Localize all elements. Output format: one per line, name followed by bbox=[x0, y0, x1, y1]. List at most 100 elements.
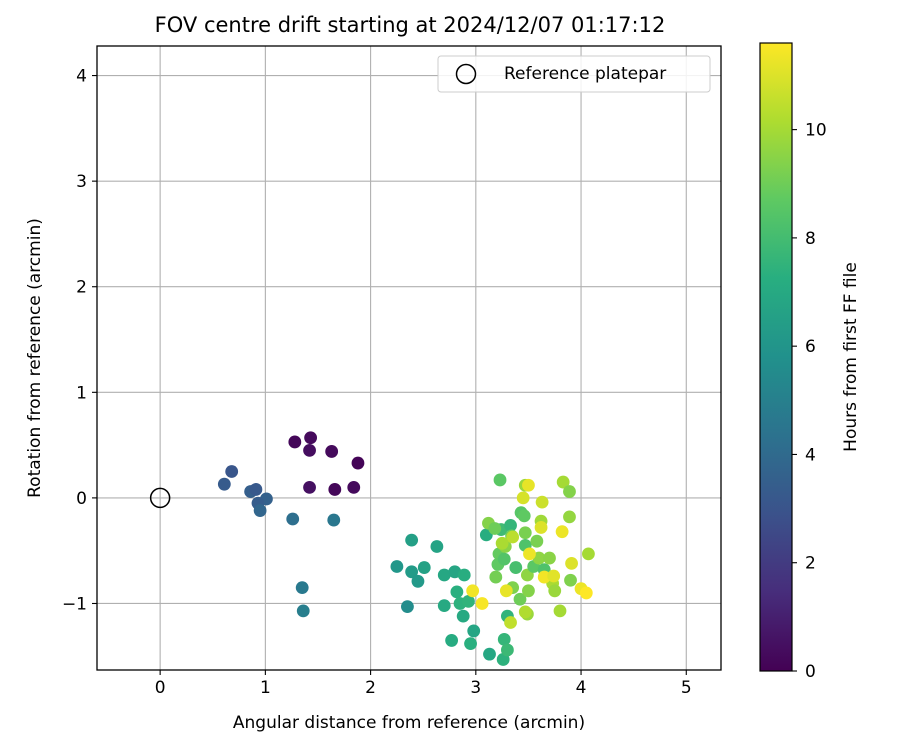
legend-marker-icon bbox=[455, 63, 477, 85]
x-tick-label-0: 0 bbox=[155, 678, 166, 698]
data-point-6 bbox=[328, 483, 342, 496]
data-point-0 bbox=[288, 435, 302, 449]
data-point-52 bbox=[497, 552, 511, 566]
data-point-11 bbox=[249, 483, 263, 496]
legend-entry-reference: Reference platepar bbox=[504, 64, 666, 84]
data-points bbox=[217, 431, 595, 666]
data-point-21 bbox=[405, 533, 419, 547]
data-point-32 bbox=[457, 568, 471, 582]
data-point-9 bbox=[217, 477, 231, 491]
data-point-18 bbox=[296, 604, 310, 618]
colorbar-tick-label-2: 4 bbox=[805, 445, 816, 465]
legend-box bbox=[437, 55, 711, 93]
data-point-27 bbox=[437, 599, 451, 612]
data-point-30 bbox=[450, 585, 464, 599]
data-point-25 bbox=[430, 540, 444, 553]
data-point-20 bbox=[390, 560, 404, 573]
data-point-89 bbox=[547, 569, 561, 583]
colorbar-ticks: 0 2 4 6 8 10 bbox=[792, 121, 827, 682]
y-axis-ticks: −1 0 1 2 3 4 bbox=[62, 67, 97, 614]
data-point-40 bbox=[500, 643, 514, 657]
data-point-65 bbox=[504, 616, 517, 629]
x-axis-label: Angular distance from reference (arcmin) bbox=[233, 713, 585, 733]
x-tick-label-5: 5 bbox=[681, 678, 692, 698]
data-point-23 bbox=[411, 574, 425, 588]
data-point-1 bbox=[304, 431, 318, 445]
data-point-90 bbox=[499, 584, 513, 598]
data-point-39 bbox=[497, 632, 511, 646]
x-tick-label-1: 1 bbox=[260, 678, 271, 698]
data-point-73 bbox=[548, 584, 562, 598]
data-point-83 bbox=[535, 495, 549, 509]
x-tick-label-3: 3 bbox=[470, 678, 481, 698]
data-point-95 bbox=[506, 530, 520, 544]
data-point-19 bbox=[401, 600, 414, 614]
y-tick-label-3: 2 bbox=[76, 278, 87, 298]
x-tick-label-2: 2 bbox=[365, 678, 376, 698]
data-point-45 bbox=[493, 473, 507, 487]
chart-title: FOV centre drift starting at 2024/12/07 … bbox=[155, 13, 666, 37]
data-point-34 bbox=[462, 594, 475, 608]
y-tick-label-2: 1 bbox=[76, 383, 87, 403]
grid-lines bbox=[97, 46, 721, 670]
reference-point bbox=[149, 487, 171, 509]
reference-platepar-marker bbox=[149, 487, 171, 509]
data-point-55 bbox=[509, 561, 523, 574]
data-point-79 bbox=[582, 547, 595, 561]
data-point-87 bbox=[565, 556, 578, 570]
x-tick-label-4: 4 bbox=[576, 678, 587, 698]
data-point-16 bbox=[327, 513, 341, 527]
data-point-64 bbox=[518, 605, 532, 619]
data-point-82 bbox=[522, 478, 535, 492]
data-point-17 bbox=[295, 581, 309, 595]
data-point-49 bbox=[489, 570, 503, 584]
data-point-77 bbox=[563, 510, 576, 524]
y-axis-label: Rotation from reference (arcmin) bbox=[25, 218, 45, 498]
data-point-33 bbox=[456, 609, 470, 623]
y-tick-label-5: 4 bbox=[76, 67, 87, 87]
data-point-92 bbox=[475, 597, 489, 610]
data-point-26 bbox=[437, 568, 451, 582]
data-point-2 bbox=[303, 443, 316, 457]
colorbar: 0 2 4 6 8 10 Hours from first FF file bbox=[759, 42, 861, 682]
data-point-44 bbox=[504, 518, 517, 532]
data-point-71 bbox=[543, 551, 556, 565]
data-point-3 bbox=[325, 445, 339, 458]
data-point-7 bbox=[347, 480, 361, 494]
data-point-85 bbox=[534, 521, 548, 534]
y-tick-label-0: −1 bbox=[62, 594, 87, 614]
data-point-28 bbox=[445, 634, 459, 647]
data-point-96 bbox=[495, 536, 509, 550]
colorbar-tick-label-4: 8 bbox=[805, 229, 816, 249]
data-point-62 bbox=[522, 584, 535, 598]
data-point-35 bbox=[464, 637, 477, 651]
colorbar-gradient bbox=[759, 42, 793, 672]
data-point-5 bbox=[303, 480, 316, 494]
colorbar-label: Hours from first FF file bbox=[841, 262, 861, 452]
colorbar-tick-label-5: 10 bbox=[805, 121, 827, 141]
data-point-88 bbox=[537, 570, 551, 584]
data-point-47 bbox=[488, 522, 502, 535]
colorbar-tick-label-3: 6 bbox=[805, 337, 816, 357]
data-point-74 bbox=[553, 604, 567, 618]
data-point-15 bbox=[286, 512, 300, 526]
colorbar-tick-label-0: 0 bbox=[805, 662, 816, 682]
data-point-24 bbox=[417, 561, 431, 574]
data-point-14 bbox=[253, 504, 267, 517]
plot-frame bbox=[96, 45, 722, 671]
data-point-76 bbox=[563, 485, 576, 498]
data-point-36 bbox=[467, 624, 481, 638]
data-point-37 bbox=[483, 647, 496, 661]
data-point-75 bbox=[556, 475, 570, 489]
y-tick-label-4: 3 bbox=[76, 172, 87, 192]
y-tick-label-1: 0 bbox=[76, 489, 87, 509]
data-point-67 bbox=[530, 534, 544, 548]
data-point-59 bbox=[518, 526, 532, 540]
data-point-86 bbox=[523, 547, 536, 561]
data-point-22 bbox=[405, 565, 419, 579]
data-point-84 bbox=[555, 525, 569, 539]
data-point-91 bbox=[466, 584, 480, 598]
colorbar-tick-label-1: 2 bbox=[805, 554, 816, 574]
data-point-58 bbox=[517, 509, 531, 523]
data-point-80 bbox=[516, 491, 530, 505]
